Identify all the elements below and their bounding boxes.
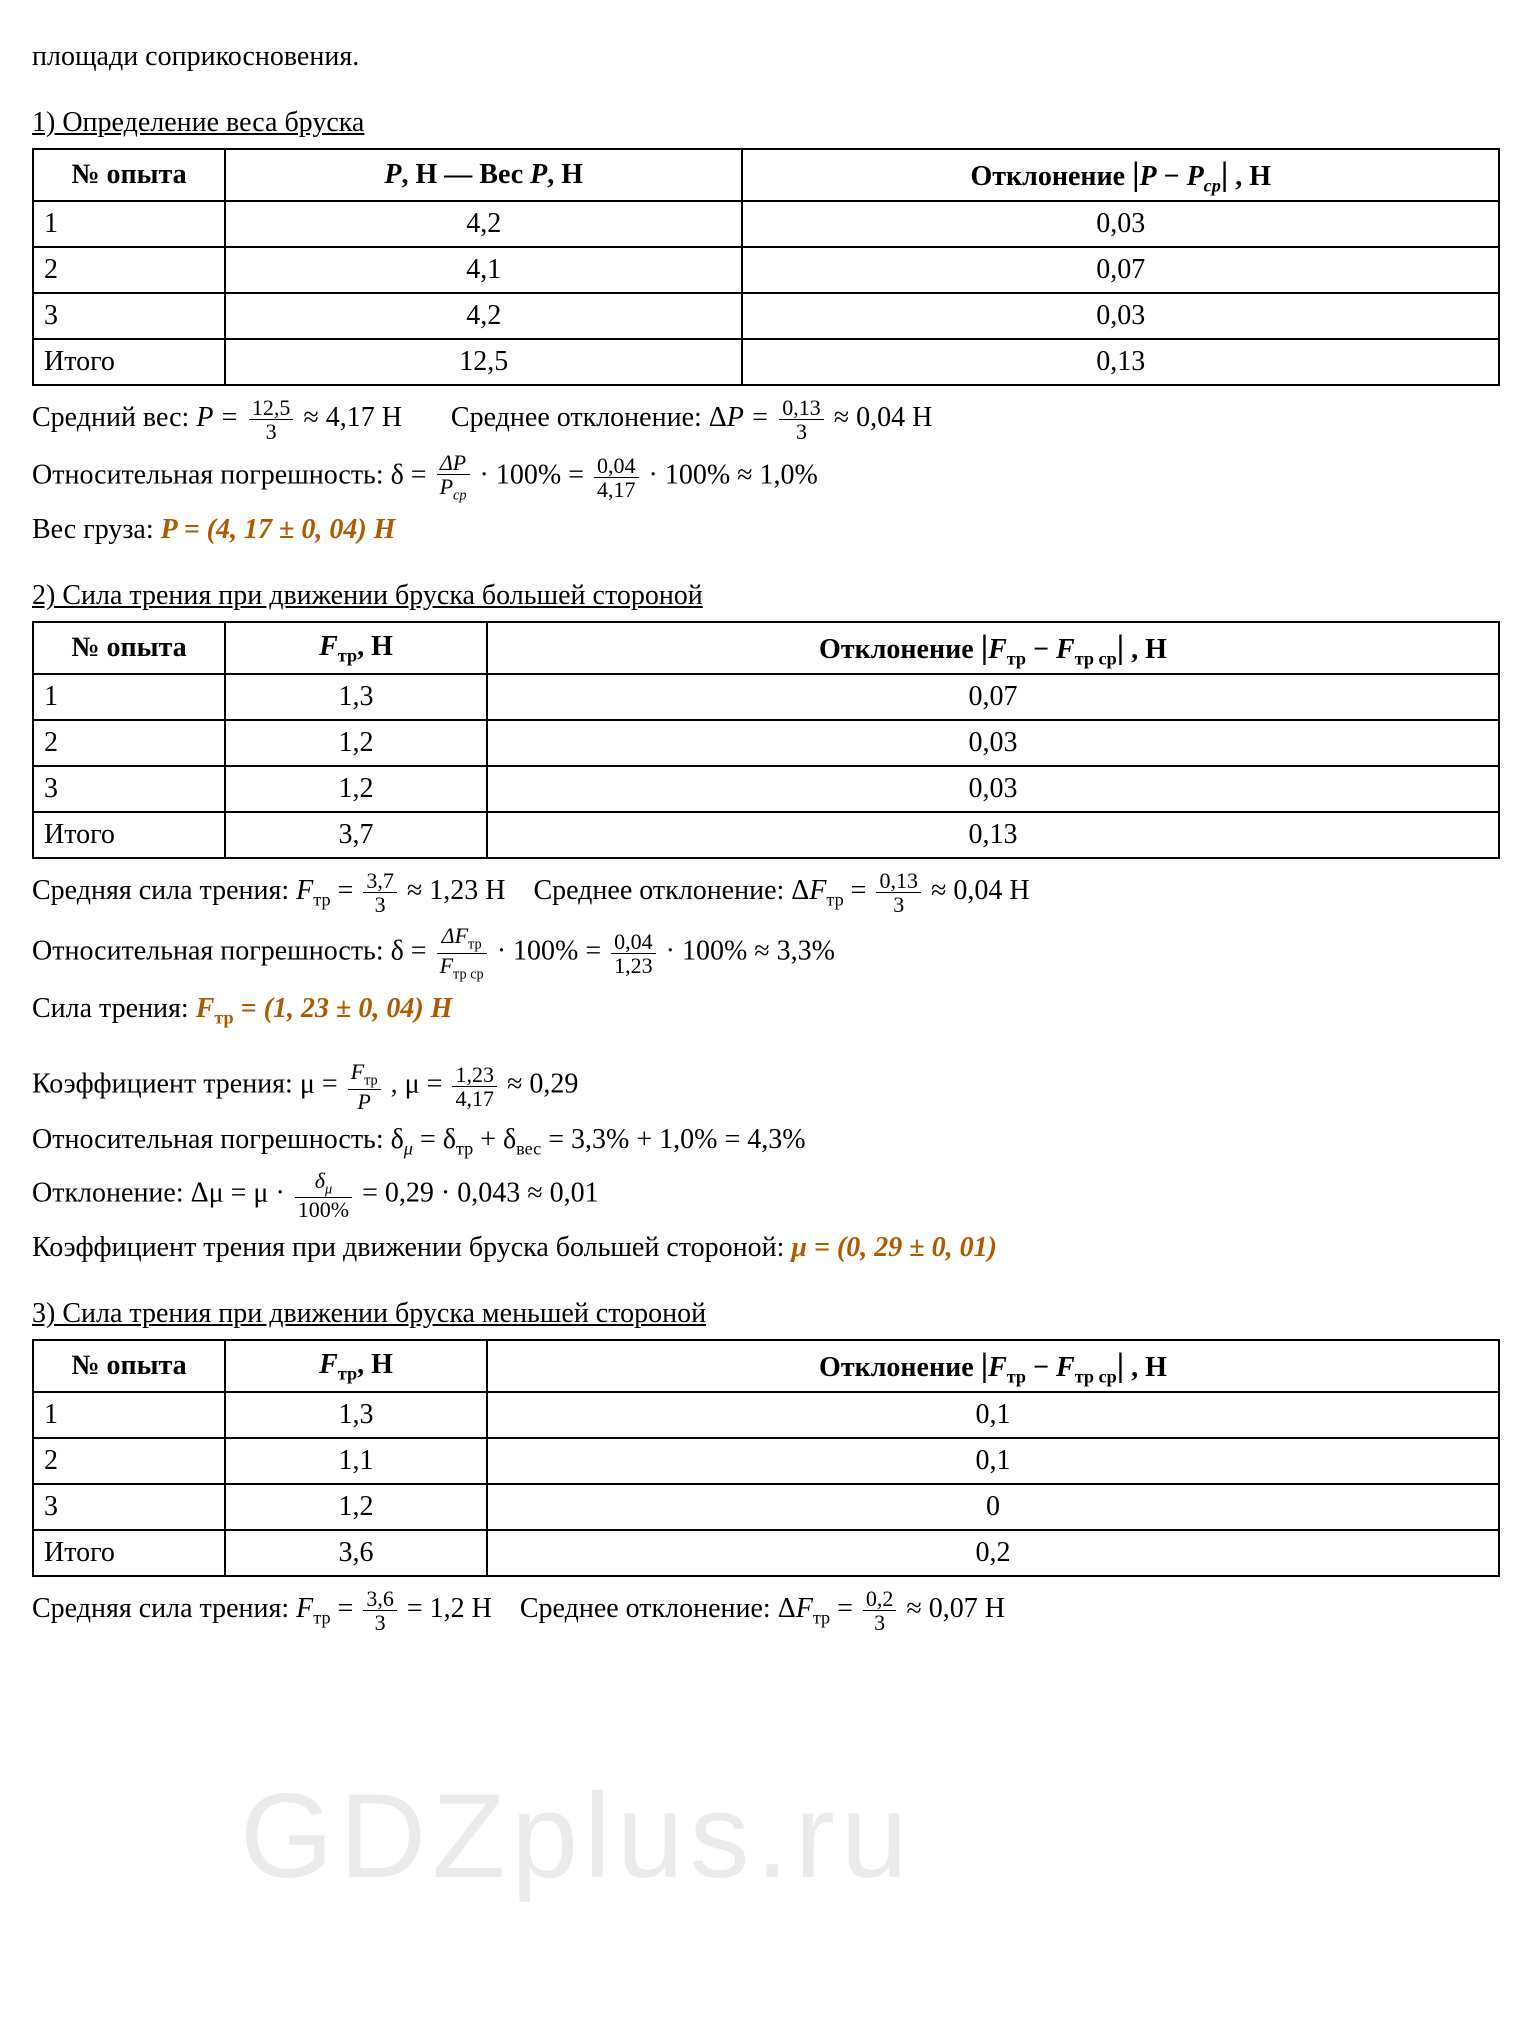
- section1-title: 1) Определение веса бруска: [32, 104, 1500, 142]
- table-row: 34,20,03: [33, 293, 1499, 339]
- table1: № опыта P, Н — Вес P, НВес P, Н Отклонен…: [32, 148, 1500, 386]
- section2-final: Сила трения: Fтр = (1, 23 ± 0, 04) Н: [32, 990, 1500, 1030]
- table-row: Итого3,70,13: [33, 812, 1499, 858]
- section2-mean: Средняя сила трения: Fтр = 3,73 ≈ 1,23 Н…: [32, 869, 1500, 916]
- table-row: 31,20,03: [33, 766, 1499, 812]
- section2-relmu: Относительная погрешность: δμ = δтр + δв…: [32, 1121, 1500, 1161]
- table-row: 24,10,07: [33, 247, 1499, 293]
- table3-col-dev: Отклонение |Fтр − Fтр ср| , Н: [487, 1340, 1499, 1392]
- table2-col-dev: Отклонение |Fтр − Fтр ср| , Н: [487, 622, 1499, 674]
- table1-header: № опыта P, Н — Вес P, НВес P, Н Отклонен…: [33, 149, 1499, 201]
- table2-header: № опыта Fтр, Н Отклонение |Fтр − Fтр ср|…: [33, 622, 1499, 674]
- section3-mean: Средняя сила трения: Fтр = 3,63 = 1,2 Н …: [32, 1587, 1500, 1634]
- table3-col-val: Fтр, Н: [225, 1340, 487, 1392]
- section2-title: 2) Сила трения при движении бруска больш…: [32, 577, 1500, 615]
- table3-header: № опыта Fтр, Н Отклонение |Fтр − Fтр ср|…: [33, 1340, 1499, 1392]
- table3: № опыта Fтр, Н Отклонение |Fтр − Fтр ср|…: [32, 1339, 1500, 1577]
- section1-relerr: Относительная погрешность: δ = ΔPPср · 1…: [32, 451, 1500, 503]
- table1-col-val: P, Н — Вес P, НВес P, Н: [225, 149, 742, 201]
- section2-finalmu: Коэффициент трения при движении бруска б…: [32, 1229, 1500, 1267]
- table-row: 21,10,1: [33, 1438, 1499, 1484]
- table2: № опыта Fтр, Н Отклонение |Fтр − Fтр ср|…: [32, 621, 1500, 859]
- section2-devmu: Отклонение: Δμ = μ · δμ100% = 0,29 · 0,0…: [32, 1169, 1500, 1221]
- table2-col-val: Fтр, Н: [225, 622, 487, 674]
- section3-title: 3) Сила трения при движении бруска меньш…: [32, 1295, 1500, 1333]
- table-row: 31,20: [33, 1484, 1499, 1530]
- section2-coef: Коэффициент трения: μ = FтрP , μ = 1,234…: [32, 1060, 1500, 1112]
- table1-col-dev: Отклонение |P − Pср| , Н: [742, 149, 1499, 201]
- table-row: 14,20,03: [33, 201, 1499, 247]
- section1-final: Вес груза: P = (4, 17 ± 0, 04) Н: [32, 511, 1500, 549]
- table-row: Итого12,50,13: [33, 339, 1499, 385]
- intro-text: площади соприкосновения.: [32, 38, 1500, 76]
- watermark: GDZplus.ru: [240, 1755, 913, 1917]
- table-row: 21,20,03: [33, 720, 1499, 766]
- table-row: Итого3,60,2: [33, 1530, 1499, 1576]
- table3-col-num: № опыта: [33, 1340, 225, 1392]
- table2-col-num: № опыта: [33, 622, 225, 674]
- table-row: 11,30,1: [33, 1392, 1499, 1438]
- table-row: 11,30,07: [33, 674, 1499, 720]
- section1-mean: Средний вес: P = 12,53 ≈ 4,17 Н Среднее …: [32, 396, 1500, 443]
- section2-relerr: Относительная погрешность: δ = ΔFтрFтр с…: [32, 924, 1500, 982]
- table1-col-num: № опыта: [33, 149, 225, 201]
